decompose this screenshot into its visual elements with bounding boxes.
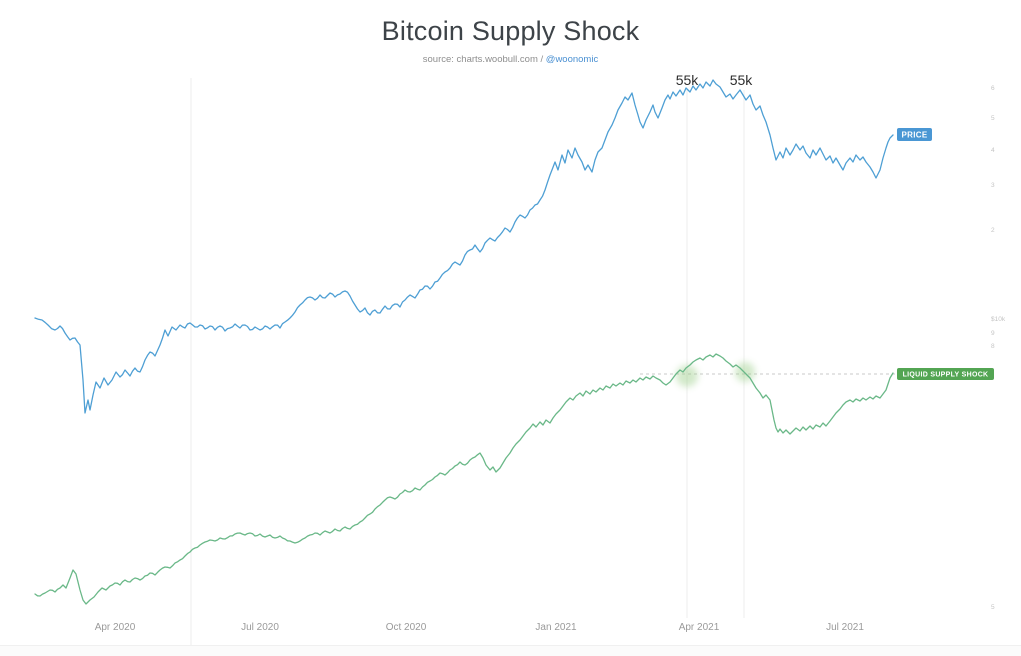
x-axis-tick-label: Jul 2020 xyxy=(241,622,279,633)
crossing-glow-marker xyxy=(676,365,698,387)
x-axis-tick-label: Apr 2020 xyxy=(95,622,136,633)
timeline-strip xyxy=(0,645,1021,656)
chart-title: Bitcoin Supply Shock xyxy=(381,16,640,46)
y-axis-tick-label: 4 xyxy=(991,147,995,154)
price-badge-label: PRICE xyxy=(902,130,928,139)
chart-source: source: charts.woobull.com / @woonomic xyxy=(0,54,1021,65)
crossing-glow-marker xyxy=(735,362,755,382)
price-badge xyxy=(897,128,932,141)
y-axis-tick-label: 2 xyxy=(991,227,995,234)
liquid-supply-shock-line xyxy=(34,353,894,605)
y-axis-tick-label: 8 xyxy=(991,343,995,350)
x-axis-tick-label: Apr 2021 xyxy=(679,622,720,633)
peak-annotation: 55k xyxy=(676,72,700,88)
x-axis-tick-label: Jan 2021 xyxy=(535,622,577,633)
y-axis-tick-label: 5 xyxy=(991,115,995,122)
source-text: source: charts.woobull.com / xyxy=(422,54,546,65)
y-axis-tick-label: 5 xyxy=(991,604,995,611)
liquid-supply-shock-badge-label: LIQUID SUPPLY SHOCK xyxy=(903,372,989,379)
peak-annotation: 55k xyxy=(730,72,754,88)
x-axis-tick-label: Jul 2021 xyxy=(826,622,864,633)
y-axis-tick-label: $10k xyxy=(991,316,1006,323)
liquid-supply-shock-badge xyxy=(897,368,994,380)
y-axis-tick-label: 9 xyxy=(991,330,995,337)
y-axis-tick-label: 6 xyxy=(991,85,995,92)
x-axis-tick-label: Oct 2020 xyxy=(386,622,427,633)
y-axis-tick-label: 3 xyxy=(991,182,995,189)
source-link[interactable]: @woonomic xyxy=(545,54,599,65)
price-line xyxy=(34,79,894,414)
